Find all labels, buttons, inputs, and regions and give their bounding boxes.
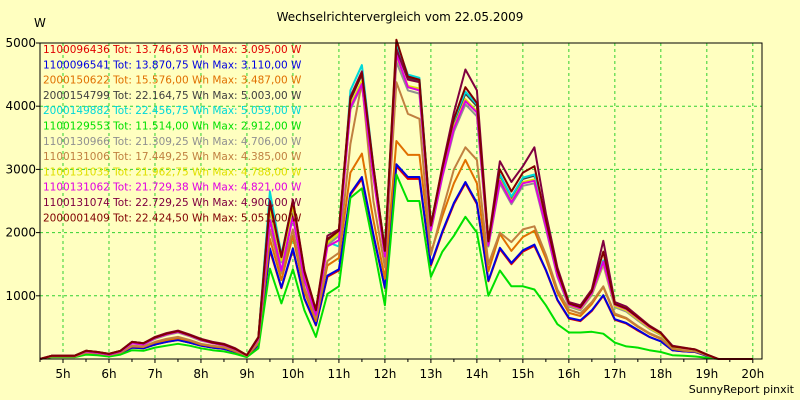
legend-entry: 1100130966 Tot: 21.309,25 Wh Max: 4.706,… — [43, 136, 302, 148]
y-tick-label: 4000 — [5, 99, 36, 113]
x-tick-label: 20h — [741, 367, 764, 381]
legend-entry: 2000154799 Tot: 22.164,75 Wh Max: 5.003,… — [43, 90, 302, 102]
x-tick-label: 7h — [147, 367, 162, 381]
x-tick-label: 13h — [419, 367, 442, 381]
series-line — [39, 173, 753, 360]
legend: 1100096436 Tot: 13.746,63 Wh Max: 3.095,… — [43, 44, 302, 224]
x-tick-label: 18h — [649, 367, 672, 381]
x-tick-label: 17h — [603, 367, 626, 381]
y-tick-label: 2000 — [5, 226, 36, 240]
x-tick-label: 9h — [239, 367, 254, 381]
plot-frame — [39, 42, 763, 360]
x-tick-label: 19h — [695, 367, 718, 381]
legend-entry: 1100096541 Tot: 13.870,75 Wh Max: 3.110,… — [43, 59, 302, 71]
y-axis-unit: W — [34, 16, 46, 30]
legend-entry: 2000150622 Tot: 15.576,00 Wh Max: 3.487,… — [43, 75, 302, 87]
x-tick-label: 14h — [465, 367, 488, 381]
x-tick-label: 8h — [193, 367, 208, 381]
y-tick-label: 5000 — [5, 36, 36, 50]
legend-entry: 1100129553 Tot: 11.514,00 Wh Max: 2.912,… — [43, 121, 302, 133]
chart-title: Wechselrichtervergleich vom 22.05.2009 — [276, 10, 524, 24]
credit-label: SunnyReport pinxit — [688, 383, 794, 396]
y-tick-label: 1000 — [5, 289, 36, 303]
x-tick-label: 15h — [511, 367, 534, 381]
legend-entry: 1100131062 Tot: 21.729,38 Wh Max: 4.821,… — [43, 182, 302, 194]
legend-entry: 1100131035 Tot: 21.962,75 Wh Max: 4.788,… — [43, 166, 302, 178]
x-tick-label: 11h — [327, 367, 350, 381]
x-tick-label: 10h — [281, 367, 304, 381]
legend-entry: 1100131074 Tot: 22.729,25 Wh Max: 4.900,… — [43, 197, 302, 209]
series-line — [39, 163, 753, 360]
series-line — [39, 81, 753, 360]
y-tick-label: 3000 — [5, 162, 36, 176]
legend-entry: 1100096436 Tot: 13.746,63 Wh Max: 3.095,… — [43, 44, 302, 56]
series-line — [39, 38, 753, 360]
legend-entry: 2000001409 Tot: 22.424,50 Wh Max: 5.051,… — [43, 212, 302, 224]
x-tick-label: 12h — [373, 367, 396, 381]
x-tick-labels: 5h 6h 7h 8h 9h 10h 11h 12h 13h 14h 15h 16h 17h 18h 19h… — [55, 367, 764, 381]
x-tick-label: 6h — [101, 367, 116, 381]
legend-entry: 1100131006 Tot: 17.449,25 Wh Max: 4.385,… — [43, 151, 302, 163]
x-tick-label: 5h — [55, 367, 70, 381]
y-tick-labels: 1000 2000 3000 4000 5000 — [5, 36, 36, 303]
legend-entry: 2000149882 Tot: 22.456,75 Wh Max: 5.059,… — [43, 105, 302, 117]
x-tick-label: 16h — [557, 367, 580, 381]
